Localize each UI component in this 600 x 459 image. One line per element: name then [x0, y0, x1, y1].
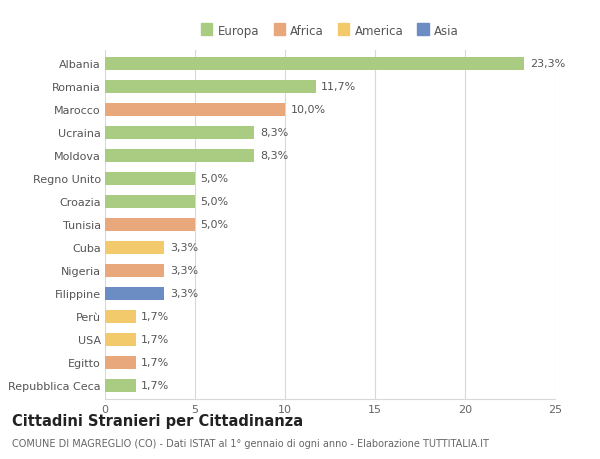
Bar: [105, 173, 195, 185]
Legend: Europa, Africa, America, Asia: Europa, Africa, America, Asia: [202, 25, 458, 38]
Text: Cittadini Stranieri per Cittadinanza: Cittadini Stranieri per Cittadinanza: [12, 413, 303, 428]
Bar: [105, 356, 136, 369]
Bar: [105, 81, 316, 94]
Text: 8,3%: 8,3%: [260, 151, 288, 161]
Bar: [105, 333, 136, 346]
Bar: [105, 218, 195, 231]
Bar: [105, 241, 164, 254]
Bar: [105, 150, 254, 162]
Text: 1,7%: 1,7%: [141, 335, 169, 345]
Text: 3,3%: 3,3%: [170, 243, 198, 253]
Bar: [105, 287, 164, 300]
Bar: [105, 58, 524, 71]
Bar: [105, 196, 195, 208]
Text: 10,0%: 10,0%: [290, 105, 326, 115]
Text: 11,7%: 11,7%: [321, 82, 356, 92]
Text: 1,7%: 1,7%: [141, 358, 169, 368]
Text: 8,3%: 8,3%: [260, 128, 288, 138]
Bar: [105, 379, 136, 392]
Text: 23,3%: 23,3%: [530, 59, 565, 69]
Text: 5,0%: 5,0%: [200, 174, 229, 184]
Bar: [105, 104, 285, 117]
Text: 3,3%: 3,3%: [170, 266, 198, 276]
Text: 5,0%: 5,0%: [200, 220, 229, 230]
Bar: [105, 310, 136, 323]
Bar: [105, 127, 254, 140]
Bar: [105, 264, 164, 277]
Text: 3,3%: 3,3%: [170, 289, 198, 299]
Text: 1,7%: 1,7%: [141, 381, 169, 391]
Text: COMUNE DI MAGREGLIO (CO) - Dati ISTAT al 1° gennaio di ogni anno - Elaborazione : COMUNE DI MAGREGLIO (CO) - Dati ISTAT al…: [12, 438, 489, 448]
Text: 5,0%: 5,0%: [200, 197, 229, 207]
Text: 1,7%: 1,7%: [141, 312, 169, 322]
